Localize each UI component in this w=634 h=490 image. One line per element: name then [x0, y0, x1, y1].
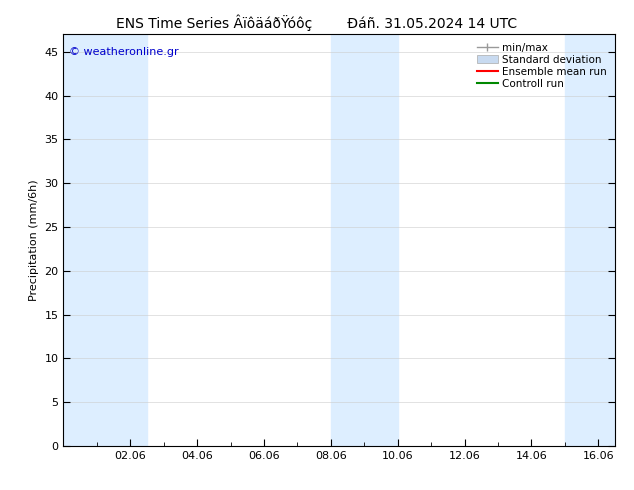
Text: ENS Time Series ÂïôäáðŸóôç        Đáñ. 31.05.2024 14 UTC: ENS Time Series ÂïôäáðŸóôç Đáñ. 31.05.20… [117, 15, 517, 31]
Legend: min/max, Standard deviation, Ensemble mean run, Controll run: min/max, Standard deviation, Ensemble me… [474, 40, 610, 92]
Bar [331, 34, 398, 446]
Bar [565, 34, 615, 446]
Bar [63, 34, 147, 446]
Y-axis label: Precipitation (mm/6h): Precipitation (mm/6h) [29, 179, 39, 301]
Text: © weatheronline.gr: © weatheronline.gr [69, 47, 179, 57]
